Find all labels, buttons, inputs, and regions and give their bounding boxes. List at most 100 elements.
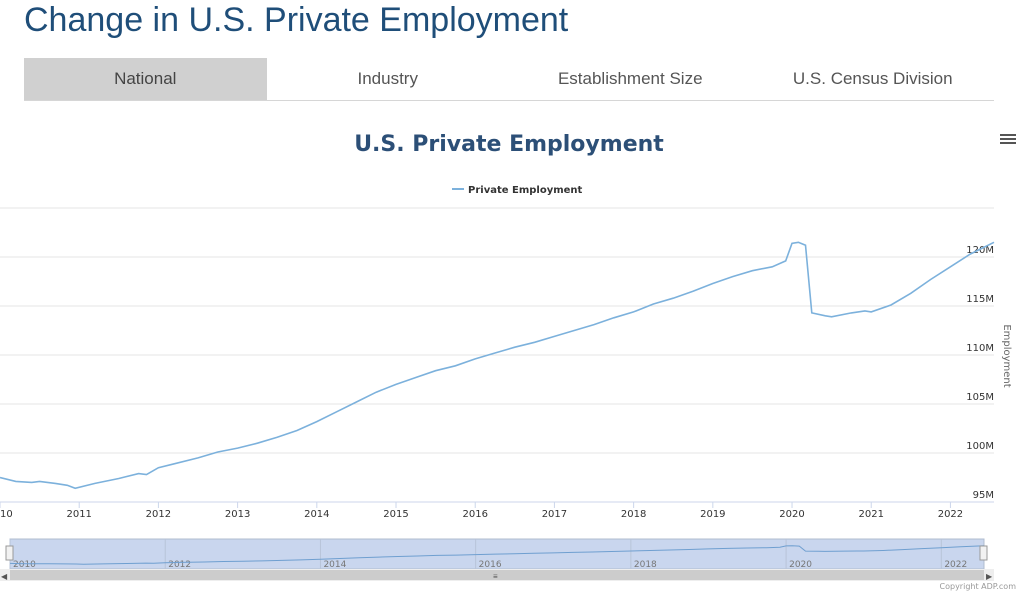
data-point[interactable]: [473, 357, 477, 361]
data-point[interactable]: [14, 479, 18, 483]
legend[interactable]: Private Employment: [452, 185, 583, 196]
y-tick-label: 120M: [966, 245, 994, 256]
data-point[interactable]: [315, 420, 319, 424]
data-point[interactable]: [552, 334, 556, 338]
data-point[interactable]: [691, 289, 695, 293]
series-line-private-employment[interactable]: [0, 241, 995, 490]
data-point[interactable]: [172, 462, 176, 466]
data-point[interactable]: [354, 400, 358, 404]
tab-bar: National Industry Establishment Size U.S…: [24, 58, 994, 101]
credit-text[interactable]: Copyright ADP.com: [940, 582, 1017, 591]
data-point[interactable]: [784, 259, 788, 263]
x-tick-label: 2018: [621, 509, 646, 520]
y-axis: 95M 100M 105M 110M 115M 120M: [966, 245, 994, 501]
data-point[interactable]: [671, 296, 675, 300]
data-point[interactable]: [592, 323, 596, 327]
data-point[interactable]: [804, 243, 808, 247]
y-tick-label: 95M: [973, 490, 994, 501]
data-point[interactable]: [137, 472, 141, 476]
data-point[interactable]: [572, 329, 576, 333]
data-point[interactable]: [790, 241, 794, 245]
data-point[interactable]: [30, 480, 34, 484]
tab-national[interactable]: National: [24, 58, 267, 100]
x-tick-label: 2019: [700, 509, 725, 520]
scrollbar-grip-icon: ≡: [493, 572, 498, 581]
y-tick-label: 100M: [966, 441, 994, 452]
data-point[interactable]: [948, 265, 952, 269]
data-point[interactable]: [612, 316, 616, 320]
data-point[interactable]: [711, 282, 715, 286]
data-point[interactable]: [796, 240, 800, 244]
data-point[interactable]: [651, 302, 655, 306]
data-point[interactable]: [394, 382, 398, 386]
data-point[interactable]: [830, 315, 834, 319]
navigator-handle-left[interactable]: [5, 545, 14, 561]
data-point[interactable]: [216, 450, 220, 454]
tab-census-division[interactable]: U.S. Census Division: [792, 69, 953, 88]
data-point[interactable]: [533, 340, 537, 344]
navigator-series-line: [9, 545, 985, 565]
data-point[interactable]: [493, 351, 497, 355]
x-tick-label: 2012: [146, 509, 171, 520]
series-layer: [0, 240, 996, 490]
data-point[interactable]: [38, 479, 42, 483]
data-point[interactable]: [65, 483, 69, 487]
navigator-tick-label: 2020: [789, 560, 812, 570]
data-point[interactable]: [731, 275, 735, 279]
x-axis: 2010 2011 2012 2013 2014 2015 2016 2017 2018 2019…: [0, 501, 994, 520]
data-point[interactable]: [255, 441, 259, 445]
hamburger-icon[interactable]: [1000, 132, 1016, 148]
navigator[interactable]: 2010 2012 2014 2016 2018 2020 2022 ◀ ▶ ≡: [0, 538, 994, 581]
data-point[interactable]: [53, 481, 57, 485]
data-point[interactable]: [295, 429, 299, 433]
navigator-scrollbar-thumb[interactable]: [10, 570, 984, 580]
y-tick-label: 110M: [966, 343, 994, 354]
data-point[interactable]: [414, 376, 418, 380]
data-point[interactable]: [335, 410, 339, 414]
x-tick-label: 2020: [779, 509, 804, 520]
tab-establishment-size[interactable]: Establishment Size: [557, 69, 703, 88]
data-point[interactable]: [869, 310, 873, 314]
data-point[interactable]: [275, 435, 279, 439]
navigator-tick-label: 2018: [634, 560, 657, 570]
data-point[interactable]: [93, 481, 97, 485]
y-tick-label: 105M: [966, 392, 994, 403]
navigator-tick-label: 2012: [168, 560, 191, 570]
data-point[interactable]: [453, 364, 457, 368]
data-point[interactable]: [770, 265, 774, 269]
y-tick-label: 115M: [966, 294, 994, 305]
x-tick-label: 2015: [383, 509, 408, 520]
data-point[interactable]: [374, 390, 378, 394]
x-tick-label: 2011: [66, 509, 91, 520]
data-point[interactable]: [513, 345, 517, 349]
data-point[interactable]: [632, 310, 636, 314]
data-point[interactable]: [849, 311, 853, 315]
data-point[interactable]: [992, 240, 996, 244]
gridlines: [0, 207, 994, 503]
data-point[interactable]: [73, 486, 77, 490]
x-tick-label: 2010: [0, 509, 13, 520]
scroll-right-icon[interactable]: ▶: [986, 572, 993, 581]
x-tick-label: 2021: [859, 509, 884, 520]
data-point[interactable]: [889, 303, 893, 307]
data-point[interactable]: [196, 456, 200, 460]
tab-industry[interactable]: Industry: [357, 69, 418, 88]
data-point[interactable]: [823, 314, 827, 318]
data-point[interactable]: [0, 476, 2, 480]
data-point[interactable]: [434, 369, 438, 373]
data-point[interactable]: [750, 269, 754, 273]
data-point[interactable]: [156, 466, 160, 470]
data-point[interactable]: [236, 446, 240, 450]
navigator-tick-label: 2016: [479, 560, 502, 570]
navigator-handle-right[interactable]: [979, 545, 988, 561]
scroll-left-icon[interactable]: ◀: [1, 572, 8, 581]
data-point[interactable]: [145, 473, 149, 477]
data-point[interactable]: [810, 311, 814, 315]
data-point[interactable]: [968, 252, 972, 256]
page-title: Change in U.S. Private Employment: [24, 1, 569, 39]
data-point[interactable]: [117, 477, 121, 481]
data-point[interactable]: [909, 291, 913, 295]
data-point[interactable]: [929, 278, 933, 282]
data-point[interactable]: [863, 309, 867, 313]
legend-label: Private Employment: [468, 185, 583, 196]
